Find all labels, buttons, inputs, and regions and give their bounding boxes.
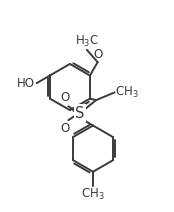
Text: CH$_3$: CH$_3$ (81, 187, 105, 202)
Text: O: O (61, 123, 70, 135)
Text: H$_3$C: H$_3$C (75, 34, 99, 49)
Text: O: O (93, 48, 102, 61)
Text: O: O (61, 91, 70, 104)
Text: CH$_3$: CH$_3$ (115, 85, 139, 100)
Text: HO: HO (17, 77, 35, 90)
Text: S: S (75, 106, 85, 121)
